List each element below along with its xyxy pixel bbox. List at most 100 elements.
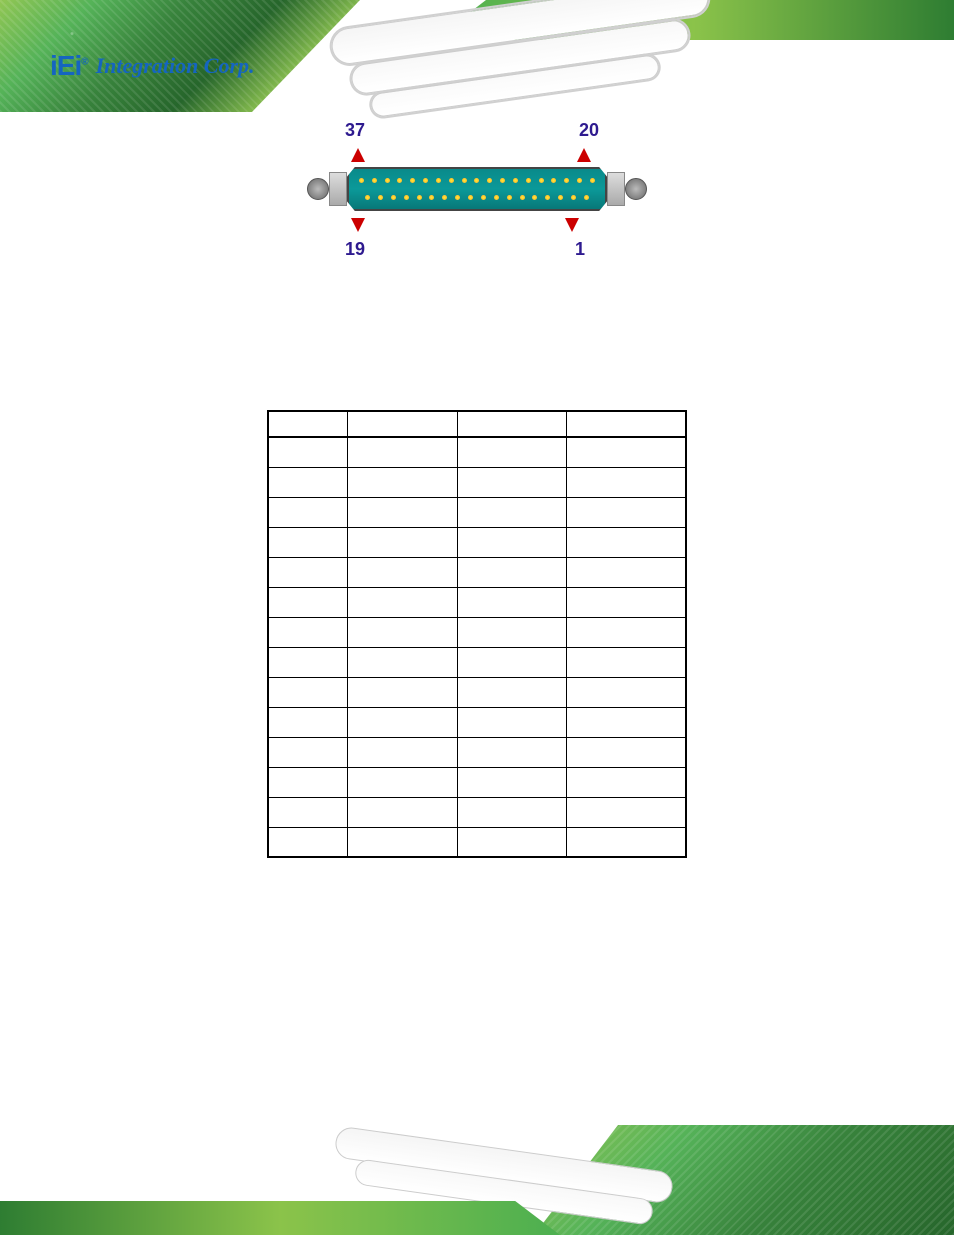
- table-cell: [348, 587, 457, 617]
- table-cell: [348, 527, 457, 557]
- table-row: [268, 797, 686, 827]
- table-row: [268, 497, 686, 527]
- table-row: [268, 587, 686, 617]
- table-cell: [457, 797, 566, 827]
- connector-pin: [532, 195, 537, 200]
- logo-mark: iEi®: [50, 50, 88, 82]
- table-cell: [457, 527, 566, 557]
- connector-pin: [590, 178, 595, 183]
- table-row: [268, 617, 686, 647]
- table-cell: [268, 767, 348, 797]
- arrow-icon: [577, 144, 591, 162]
- table-row: [268, 647, 686, 677]
- connector-pin: [558, 195, 563, 200]
- table-cell: [567, 617, 686, 647]
- table-cell: [567, 677, 686, 707]
- connector-pin: [526, 178, 531, 183]
- table-header: [348, 411, 457, 437]
- connector-pin: [571, 195, 576, 200]
- footer-banner: [0, 1125, 954, 1235]
- table-cell: [268, 467, 348, 497]
- table-cell: [457, 467, 566, 497]
- connector-pin: [539, 178, 544, 183]
- table-row: [268, 767, 686, 797]
- table-row: [268, 527, 686, 557]
- table-cell: [348, 767, 457, 797]
- table-cell: [567, 707, 686, 737]
- flange-left: [329, 172, 347, 206]
- connector-pin: [545, 195, 550, 200]
- connector-pin: [551, 178, 556, 183]
- table-cell: [348, 827, 457, 857]
- connector-pin: [410, 178, 415, 183]
- pinout-table: [267, 410, 687, 858]
- table-cell: [457, 707, 566, 737]
- screw-icon: [625, 178, 647, 200]
- screw-icon: [307, 178, 329, 200]
- table-cell: [567, 647, 686, 677]
- table-cell: [567, 497, 686, 527]
- connector-pin: [404, 195, 409, 200]
- table-cell: [268, 677, 348, 707]
- connector-pin: [397, 178, 402, 183]
- table-row: [268, 437, 686, 467]
- table-cell: [268, 647, 348, 677]
- table-cell: [348, 437, 457, 467]
- connector-pin: [429, 195, 434, 200]
- table-cell: [348, 797, 457, 827]
- table-row: [268, 467, 686, 497]
- table-row: [268, 827, 686, 857]
- connector-pin: [584, 195, 589, 200]
- logo-tagline: Integration Corp.: [96, 53, 255, 79]
- table-cell: [348, 737, 457, 767]
- page-content: 37 20 19 1: [0, 120, 954, 858]
- connector-pin: [487, 178, 492, 183]
- table-cell: [348, 617, 457, 647]
- connector-pin: [378, 195, 383, 200]
- table-cell: [268, 587, 348, 617]
- connector-pin: [449, 178, 454, 183]
- table-row: [268, 737, 686, 767]
- table-row: [268, 677, 686, 707]
- table-cell: [567, 437, 686, 467]
- table-cell: [268, 827, 348, 857]
- connector-pin: [462, 178, 467, 183]
- connector-pin: [417, 195, 422, 200]
- connector-pin: [500, 178, 505, 183]
- connector-pin: [520, 195, 525, 200]
- header-swoosh: [330, 4, 710, 104]
- connector-pin: [468, 195, 473, 200]
- table-row: [268, 557, 686, 587]
- pin-row-bottom: [365, 195, 589, 200]
- flange-right: [607, 172, 625, 206]
- connector-pin: [474, 178, 479, 183]
- table-cell: [348, 647, 457, 677]
- brand-logo: iEi® Integration Corp.: [50, 50, 255, 82]
- pin-label-37: 37: [345, 120, 365, 141]
- pin-label-20: 20: [579, 120, 599, 141]
- table-cell: [348, 497, 457, 527]
- connector-pin: [442, 195, 447, 200]
- table-cell: [457, 497, 566, 527]
- table-cell: [457, 827, 566, 857]
- connector-diagram: 37 20 19 1: [307, 120, 647, 260]
- connector-pin: [365, 195, 370, 200]
- dsub-shell: [347, 167, 607, 211]
- table-cell: [567, 797, 686, 827]
- table-cell: [567, 767, 686, 797]
- connector-body: [307, 164, 647, 214]
- connector-pin: [436, 178, 441, 183]
- table-cell: [567, 467, 686, 497]
- connector-pin: [564, 178, 569, 183]
- table-header: [567, 411, 686, 437]
- connector-pin: [391, 195, 396, 200]
- table-cell: [268, 437, 348, 467]
- pin-label-19: 19: [345, 239, 365, 260]
- table-cell: [567, 587, 686, 617]
- table-cell: [457, 587, 566, 617]
- connector-pin: [494, 195, 499, 200]
- table-cell: [457, 677, 566, 707]
- table-cell: [567, 827, 686, 857]
- connector-pin: [513, 178, 518, 183]
- pin-label-1: 1: [575, 239, 585, 260]
